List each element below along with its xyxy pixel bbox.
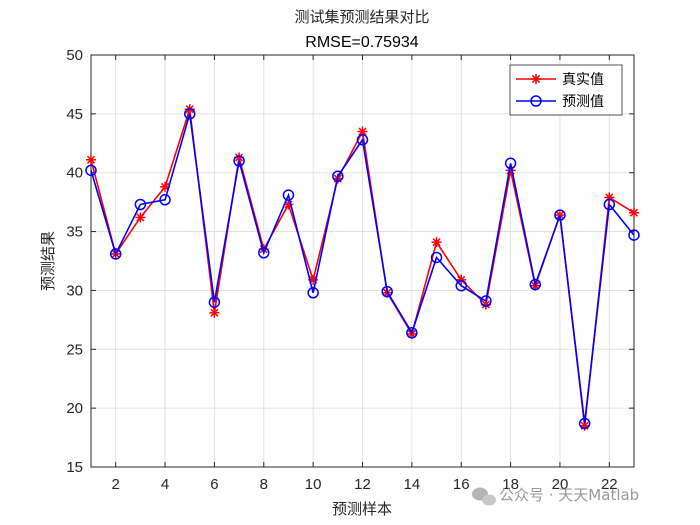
data-point (381, 285, 393, 298)
data-point (430, 251, 443, 264)
x-tick-label: 4 (161, 476, 169, 493)
wechat-icon (472, 487, 496, 506)
legend-marker (530, 95, 542, 107)
data-point (455, 279, 467, 292)
y-tick-label: 50 (66, 47, 83, 64)
data-point (282, 189, 295, 201)
data-point (529, 278, 542, 291)
data-point (628, 229, 640, 241)
legend-marker-pred (530, 95, 542, 107)
data-point (86, 154, 96, 165)
data-point (159, 194, 171, 206)
x-tick-label: 10 (305, 476, 322, 493)
watermark: 公众号 · 天天Matlab (472, 486, 639, 506)
x-tick-label: 20 (552, 476, 569, 493)
legend-entry-real: 真实值 (516, 72, 604, 88)
y-tick-label: 30 (66, 282, 83, 299)
y-tick-label: 40 (66, 165, 83, 182)
data-point (183, 108, 196, 120)
y-tick-label: 45 (66, 106, 83, 123)
x-axis-label: 预测样本 (332, 500, 392, 518)
y-tick-label: 15 (66, 459, 83, 476)
legend-label-real: 真实值 (562, 72, 604, 88)
chart-title: 测试集预测结果对比 (294, 8, 429, 26)
data-point (233, 155, 245, 167)
x-tick-label: 2 (112, 476, 120, 493)
data-point (258, 247, 270, 259)
series-layer (85, 104, 640, 431)
y-tick-label: 35 (66, 224, 83, 241)
data-point (209, 307, 220, 318)
axis-ticks: 2 4 6 8 10 12 14 16 18 20 22 15 20 25 30 35 40 45 50 (66, 47, 634, 493)
data-point (456, 274, 467, 285)
x-tick-label: 18 (502, 476, 519, 493)
data-point (332, 170, 344, 182)
data-point (307, 287, 319, 299)
legend-label-pred: 预测值 (562, 94, 604, 110)
data-point (578, 417, 591, 430)
chart-subtitle: RMSE=0.75934 (305, 34, 419, 51)
data-point (554, 209, 566, 221)
x-tick-label: 22 (601, 476, 618, 493)
data-point (406, 327, 418, 339)
x-tick-label: 6 (210, 476, 218, 493)
legend-entry-pred: 预测值 (516, 94, 604, 110)
x-tick-label: 14 (404, 476, 421, 493)
legend-marker (531, 74, 541, 84)
x-tick-label: 16 (453, 476, 470, 493)
data-point (135, 212, 146, 223)
data-point (629, 207, 639, 218)
data-point (431, 237, 442, 248)
data-point (109, 248, 122, 260)
legend-marker-real (531, 74, 541, 84)
series-line (90, 113, 635, 424)
watermark-text: 公众号 · 天天Matlab (499, 486, 639, 504)
data-point (134, 198, 147, 211)
y-axis-label: 预测结果 (39, 231, 57, 291)
data-point (208, 296, 221, 308)
y-tick-label: 20 (66, 400, 83, 417)
data-point (480, 295, 492, 307)
data-point (85, 164, 97, 177)
y-tick-label: 25 (66, 341, 83, 358)
legend-box (509, 64, 623, 116)
data-point (603, 198, 616, 211)
data-point (504, 157, 517, 170)
x-tick-label: 8 (260, 476, 268, 493)
series-predicted (85, 108, 640, 430)
x-tick-label: 12 (354, 476, 371, 493)
data-point (356, 134, 369, 146)
data-point (357, 126, 368, 137)
legend: 真实值 预测值 (509, 64, 623, 116)
